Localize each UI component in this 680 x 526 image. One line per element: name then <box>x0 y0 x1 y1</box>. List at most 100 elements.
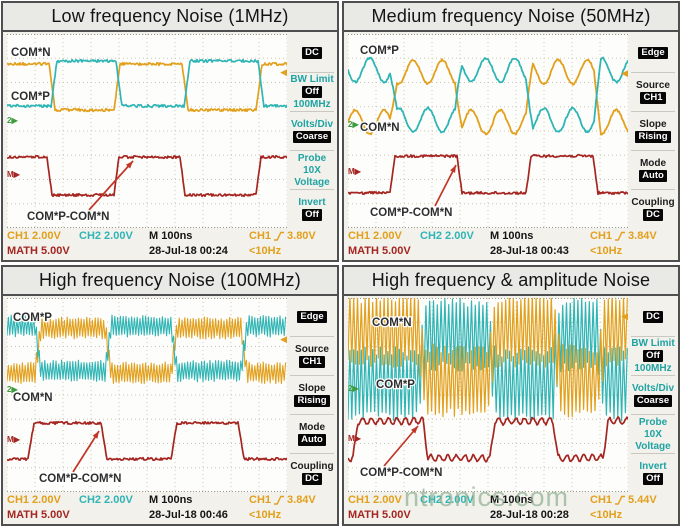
coupling-label: Coupling <box>631 197 675 208</box>
waveform-ch2 <box>348 56 628 134</box>
panel-title: Low frequency Noise (1MHz) <box>3 3 337 32</box>
source-label: Source <box>295 344 329 355</box>
menu-section-trigger-type[interactable]: Edge <box>631 34 675 73</box>
channel-marker-m: M▶ <box>7 170 21 179</box>
side-menu: Edge Source CH1 Slope Rising Mode Auto C… <box>631 34 675 228</box>
menu-section-slope[interactable]: Slope Rising <box>290 376 334 415</box>
ch1-scale: CH1 2.00V <box>7 230 61 242</box>
source-badge: CH1 <box>299 356 325 368</box>
invert-badge: Off <box>302 209 322 221</box>
bw-limit-label: BW Limit <box>290 74 334 85</box>
ch2-scale: CH2 2.00V <box>420 494 474 506</box>
math-scale: MATH 5.00V <box>7 509 70 521</box>
menu-section-probe[interactable]: Probe 10X Voltage <box>631 415 675 454</box>
scope-panel-low-frequency: Low frequency Noise (1MHz) 2▶ M▶ ◀ COM*N COM… <box>1 1 339 262</box>
mode-label: Mode <box>639 158 667 169</box>
menu-section-invert[interactable]: Invert Off <box>290 190 334 228</box>
menu-section-probe[interactable]: Probe 10X Voltage <box>290 151 334 190</box>
channel-marker-m: M▶ <box>7 435 21 444</box>
probe-label: Probe <box>638 416 668 428</box>
trigger-readout: CH1 3.84V <box>249 493 316 508</box>
menu-section-coupling[interactable]: Coupling DC <box>631 190 675 228</box>
trace-label: COM*P-COM*N <box>39 473 121 485</box>
math-scale: MATH 5.00V <box>348 245 411 257</box>
trigger-source: CH1 <box>249 230 272 242</box>
trigger-frequency: <10Hz <box>590 245 623 257</box>
channel-marker-2: 2▶ <box>348 120 359 129</box>
bw-limit-value: 100MHz <box>293 99 331 110</box>
trigger-readout: CH1 5.44V <box>590 493 657 508</box>
status-bar: CH1 2.00V CH2 2.00V M 100ns CH1 5.44V MA… <box>348 493 678 523</box>
menu-section-slope[interactable]: Slope Rising <box>631 112 675 151</box>
menu-section-volts-div[interactable]: Volts/Div Coarse <box>290 112 334 151</box>
ch2-scale: CH2 2.00V <box>420 230 474 242</box>
waveform-ch1 <box>348 298 628 418</box>
probe-label: Probe <box>297 152 327 164</box>
trigger-source: CH1 <box>590 494 613 506</box>
menu-section-volts-div[interactable]: Volts/Div Coarse <box>631 376 675 415</box>
timebase: M 100ns <box>149 494 193 506</box>
rising-edge-icon <box>615 495 626 505</box>
volts-div-label: Volts/Div <box>290 119 334 130</box>
rising-edge-icon <box>615 231 626 241</box>
side-menu: Edge Source CH1 Slope Rising Mode Auto C… <box>290 298 334 492</box>
annotation-arrowhead <box>125 161 133 169</box>
coupling-badge: DC <box>643 311 663 323</box>
trace-label: COM*N <box>13 392 53 404</box>
menu-section-mode[interactable]: Mode Auto <box>290 415 334 454</box>
scope-panel-high-frequency: High frequency Noise (100MHz) 2▶ M▶ ◀ COM*P… <box>1 265 339 526</box>
mode-label: Mode <box>298 422 326 433</box>
scope-screen: 2▶ M▶ ◀ COM*P COM*N COM*P-COM*N <box>348 34 628 228</box>
menu-section-bw-limit[interactable]: BW Limit Off 100MHz <box>290 73 334 112</box>
ch1-scale: CH1 2.00V <box>348 230 402 242</box>
menu-section-coupling[interactable]: DC <box>631 298 675 337</box>
waveform-ch2 <box>7 58 287 109</box>
panel-title: High frequency Noise (100MHz) <box>3 267 337 296</box>
slope-label: Slope <box>298 383 326 394</box>
trace-label: COM*P <box>376 379 415 391</box>
menu-section-mode[interactable]: Mode Auto <box>631 151 675 190</box>
annotation-arrowhead <box>411 426 418 434</box>
bw-limit-value: 100MHz <box>634 363 672 374</box>
scope-screen: 2▶ M▶ ◀ COM*N COM*P COM*P-COM*N <box>7 34 287 228</box>
datetime: 28-Jul-18 00:43 <box>490 245 569 257</box>
annotation-arrowhead <box>450 165 456 173</box>
volts-div-badge: Coarse <box>633 395 673 407</box>
trigger-readout: CH1 3.84V <box>590 229 657 244</box>
menu-section-coupling[interactable]: DC <box>290 34 334 73</box>
trace-label: COM*P <box>11 91 50 103</box>
bw-limit-badge: Off <box>302 86 322 98</box>
waveform-ch1 <box>7 316 287 385</box>
trigger-level: 3.80V <box>287 230 316 242</box>
scope-screen: 2▶ M▶ ◀ COM*N COM*P COM*P-COM*N <box>348 298 628 492</box>
menu-section-source[interactable]: Source CH1 <box>631 73 675 112</box>
trigger-level: 5.44V <box>628 494 657 506</box>
trigger-type-badge: Edge <box>638 47 668 59</box>
mode-badge: Auto <box>639 170 667 182</box>
channel-marker-2: 2▶ <box>348 384 359 393</box>
math-scale: MATH 5.00V <box>348 509 411 521</box>
menu-section-invert[interactable]: Invert Off <box>631 454 675 492</box>
ch2-scale: CH2 2.00V <box>79 494 133 506</box>
annotation-arrow <box>72 430 100 473</box>
ch1-position-marker: ◀ <box>621 311 628 321</box>
slope-badge: Rising <box>294 395 330 407</box>
volts-div-badge: Coarse <box>292 131 332 143</box>
menu-section-trigger-type[interactable]: Edge <box>290 298 334 337</box>
trace-label: COM*P-COM*N <box>27 211 109 223</box>
trigger-source: CH1 <box>249 494 272 506</box>
trigger-level: 3.84V <box>628 230 657 242</box>
waveform-math <box>348 153 628 196</box>
side-menu: DC BW Limit Off 100MHz Volts/Div Coarse … <box>631 298 675 492</box>
trigger-frequency: <10Hz <box>590 509 623 521</box>
status-bar: CH1 2.00V CH2 2.00V M 100ns CH1 3.84V MA… <box>7 493 337 523</box>
menu-section-coupling[interactable]: Coupling DC <box>290 454 334 492</box>
trace-label: COM*P <box>13 312 52 324</box>
trace-label: COM*N <box>11 47 51 59</box>
bw-limit-badge: Off <box>643 350 663 362</box>
coupling-badge: DC <box>302 473 322 485</box>
menu-section-source[interactable]: Source CH1 <box>290 337 334 376</box>
coupling-badge: DC <box>643 209 663 221</box>
ch1-position-marker: ◀ <box>280 334 287 344</box>
menu-section-bw-limit[interactable]: BW Limit Off 100MHz <box>631 337 675 376</box>
